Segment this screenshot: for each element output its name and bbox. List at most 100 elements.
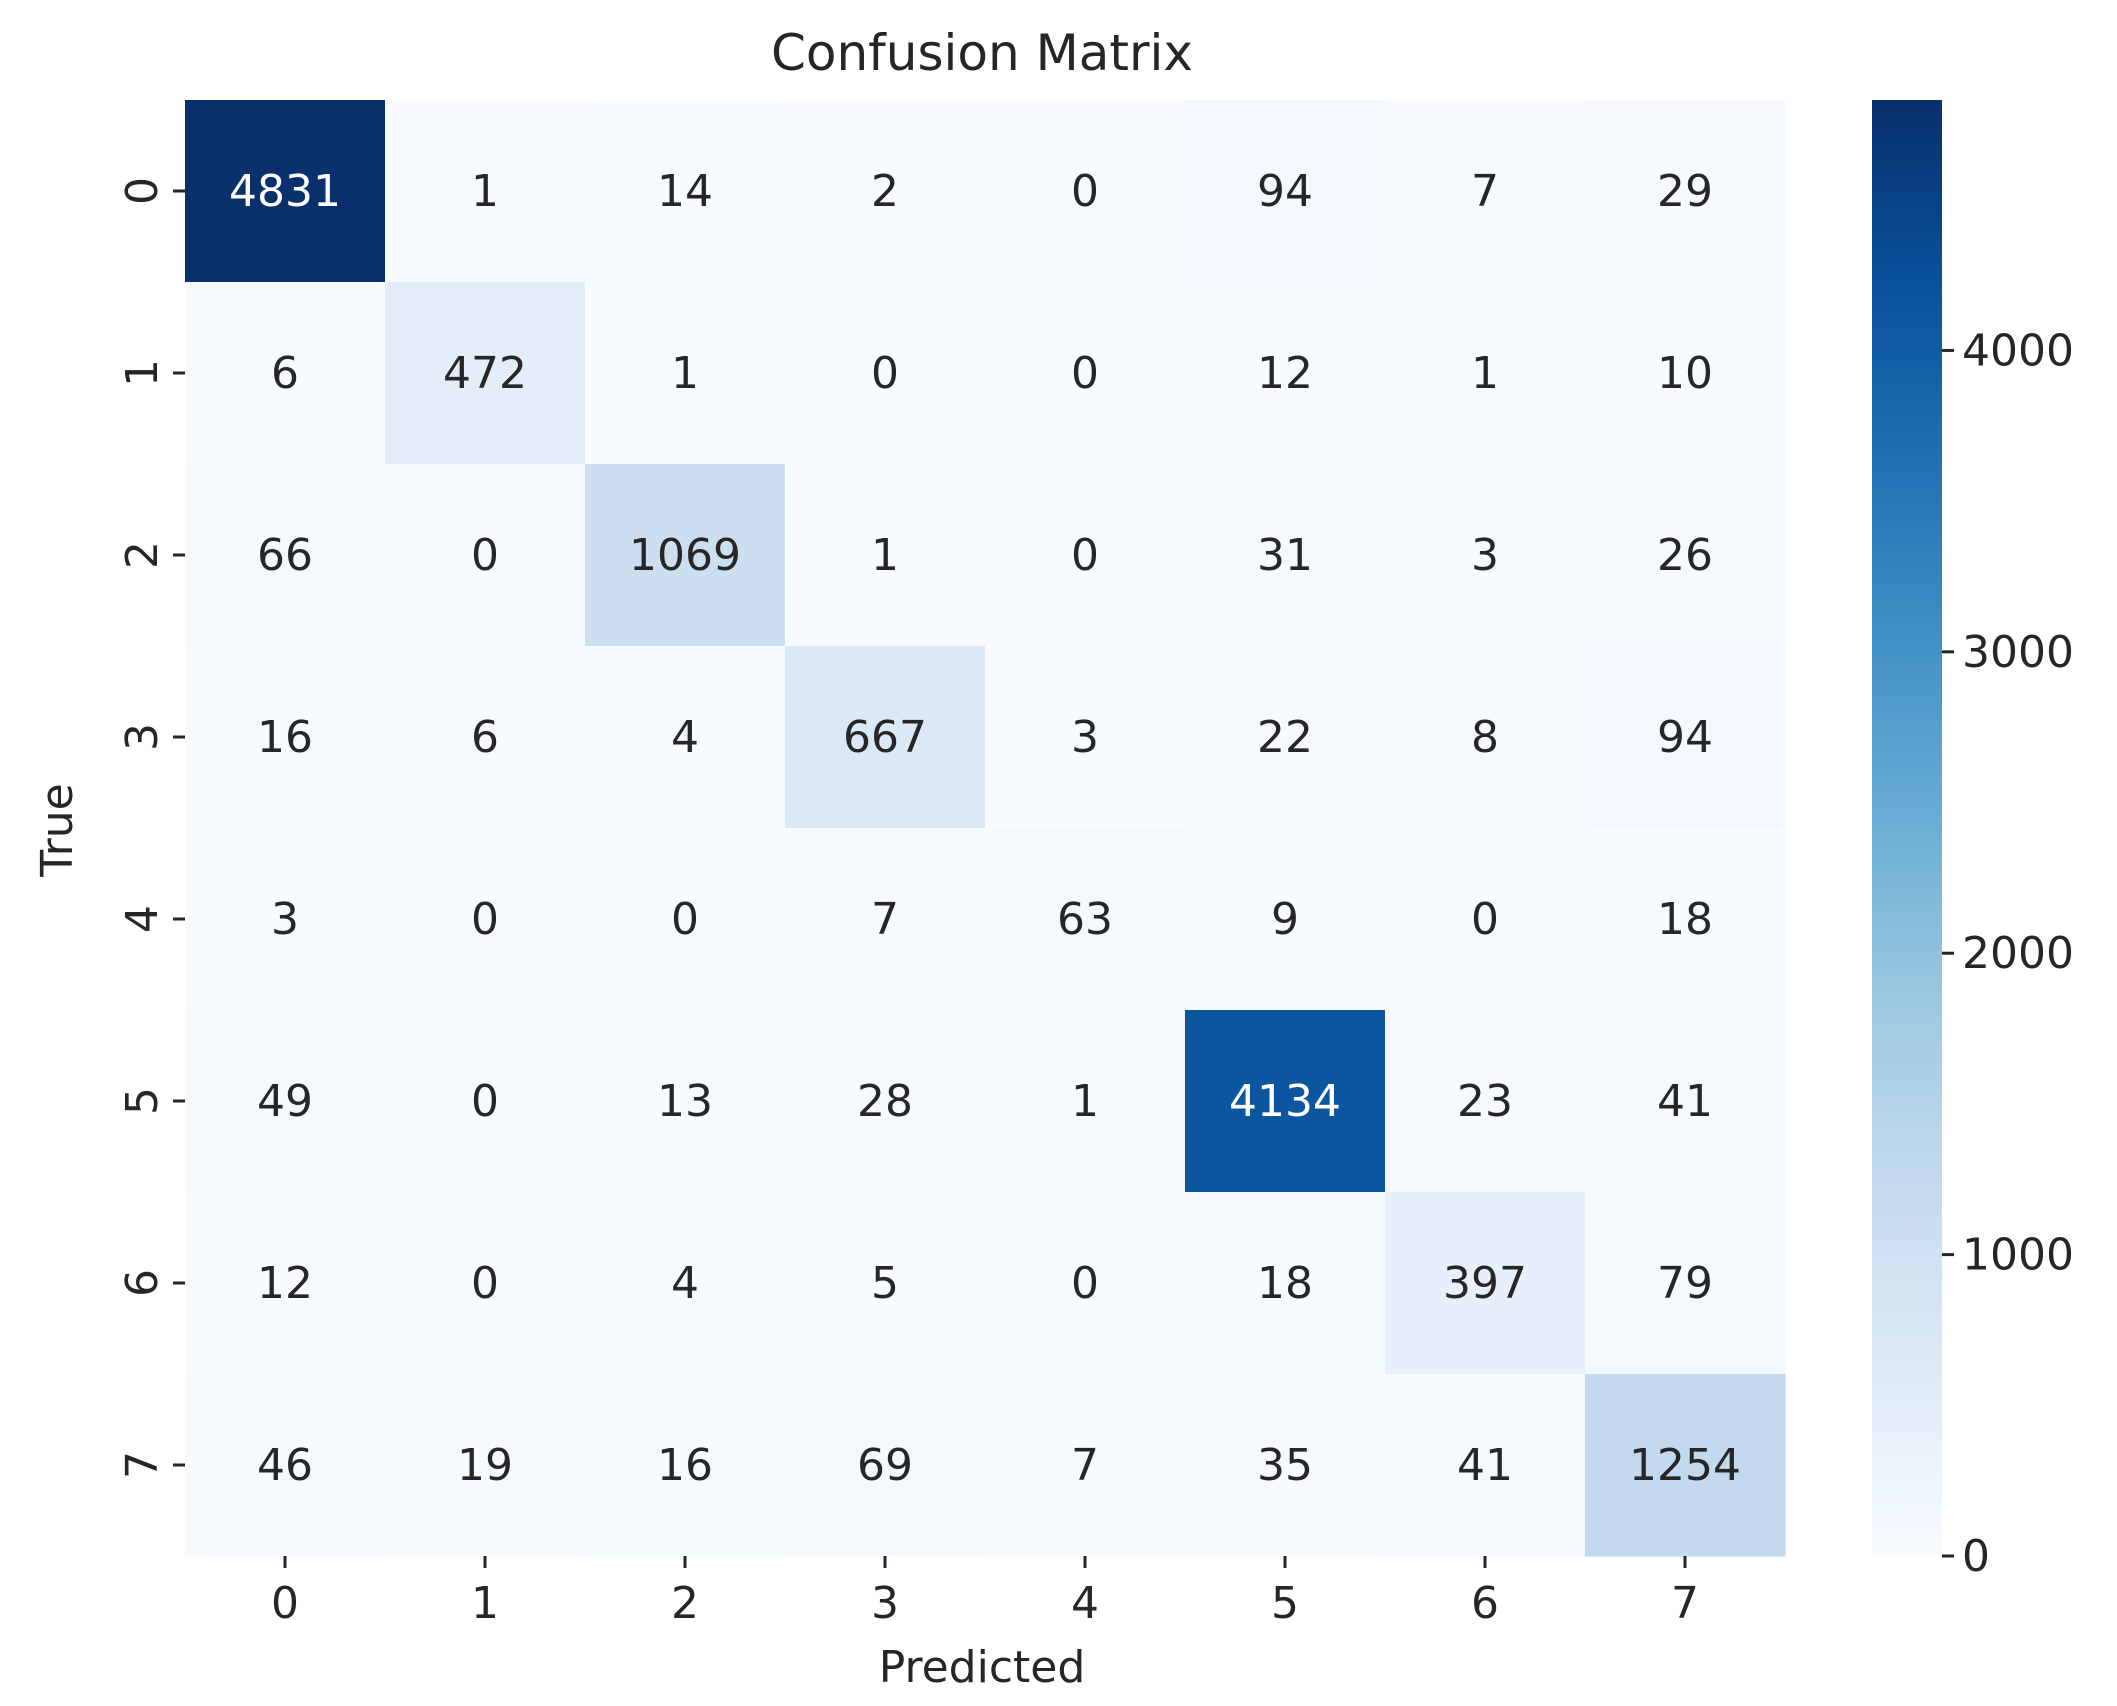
heatmap-cell (1385, 1192, 1586, 1375)
cell-value-label: 0 (471, 894, 499, 945)
cell-value-label: 13 (657, 1076, 713, 1127)
heatmap-cell (385, 646, 586, 829)
heatmap-cell (1585, 100, 1786, 283)
heatmap-cell (185, 828, 386, 1011)
cell-value-label: 1 (871, 530, 899, 581)
heatmap-cell (1585, 828, 1786, 1011)
cell-value-label: 0 (471, 1258, 499, 1309)
colorbar-tick-label: 0 (1962, 1531, 1990, 1582)
heatmap-cell (385, 464, 586, 647)
heatmap-cell (385, 1010, 586, 1193)
cell-value-label: 94 (1657, 712, 1713, 763)
heatmap-cell (785, 282, 986, 465)
cell-value-label: 3 (1071, 712, 1099, 763)
cell-value-label: 35 (1257, 1440, 1313, 1491)
heatmap-cell (1385, 828, 1586, 1011)
cell-value-label: 0 (1071, 1258, 1099, 1309)
heatmap-cell (1585, 282, 1786, 465)
cell-value-label: 397 (1443, 1258, 1527, 1309)
heatmap-cell (585, 828, 786, 1011)
cell-value-label: 66 (257, 530, 313, 581)
cell-value-label: 29 (1657, 166, 1713, 217)
x-tick-label: 4 (1071, 1578, 1099, 1629)
heatmap-cell (1185, 1010, 1386, 1193)
x-tick-label: 0 (271, 1578, 299, 1629)
cell-value-label: 6 (471, 712, 499, 763)
cell-value-label: 0 (1071, 348, 1099, 399)
heatmap-cell (1585, 464, 1786, 647)
cell-value-label: 4 (671, 1258, 699, 1309)
heatmap-cell (985, 1192, 1186, 1375)
cell-value-label: 79 (1657, 1258, 1713, 1309)
cell-value-label: 18 (1257, 1258, 1313, 1309)
x-tick-label: 3 (871, 1578, 899, 1629)
heatmap-cell (1185, 282, 1386, 465)
heatmap-cell (585, 1192, 786, 1375)
cell-value-label: 69 (857, 1440, 913, 1491)
colorbar-tick-label: 3000 (1962, 627, 2074, 678)
cell-value-label: 1 (1471, 348, 1499, 399)
heatmap-cell (985, 1010, 1186, 1193)
cell-value-label: 41 (1657, 1076, 1713, 1127)
heatmap-cell (585, 1374, 786, 1557)
cell-value-label: 46 (257, 1440, 313, 1491)
cell-value-label: 1 (471, 166, 499, 217)
y-axis-label: True (32, 783, 83, 877)
heatmap-cell (185, 1374, 386, 1557)
cell-value-label: 4134 (1229, 1076, 1341, 1127)
heatmap-cell (385, 1374, 586, 1557)
heatmap-cell (985, 100, 1186, 283)
cell-value-label: 3 (1471, 530, 1499, 581)
heatmap-cell (185, 1010, 386, 1193)
x-tick-label: 7 (1671, 1578, 1699, 1629)
cell-value-label: 10 (1657, 348, 1713, 399)
x-tick-label: 2 (671, 1578, 699, 1629)
cell-value-label: 0 (671, 894, 699, 945)
cell-value-label: 22 (1257, 712, 1313, 763)
cell-value-label: 6 (271, 348, 299, 399)
heatmap-cell (985, 282, 1186, 465)
heatmap-cell (785, 1010, 986, 1193)
cell-value-label: 1254 (1629, 1440, 1741, 1491)
heatmap-cell (785, 464, 986, 647)
heatmap-cell (585, 646, 786, 829)
cell-value-label: 16 (657, 1440, 713, 1491)
cell-value-label: 0 (1471, 894, 1499, 945)
cell-value-label: 0 (471, 1076, 499, 1127)
y-tick-label: 5 (117, 1087, 168, 1115)
heatmap-cell (1385, 1374, 1586, 1557)
heatmap-cell (185, 100, 386, 283)
cell-value-label: 4831 (229, 166, 341, 217)
x-tick-label: 5 (1271, 1578, 1299, 1629)
colorbar: 0 1000 2000 3000 4000 (1872, 100, 2074, 1582)
cell-value-label: 0 (1071, 166, 1099, 217)
heatmap-cell (185, 1192, 386, 1375)
cell-value-label: 63 (1057, 894, 1113, 945)
heatmap-cell (1385, 282, 1586, 465)
heatmap-cell (1385, 100, 1586, 283)
heatmap-cell (1185, 100, 1386, 283)
cell-value-label: 49 (257, 1076, 313, 1127)
heatmap-cell (1185, 646, 1386, 829)
heatmap-cell (1585, 1374, 1786, 1557)
heatmap-cell (585, 100, 786, 283)
heatmap-cell (1385, 464, 1586, 647)
heatmap-cell (985, 464, 1186, 647)
cell-value-label: 7 (1071, 1440, 1099, 1491)
heatmap-cell (385, 1192, 586, 1375)
cell-value-label: 23 (1457, 1076, 1513, 1127)
chart-title: Confusion Matrix (771, 24, 1193, 82)
heatmap-cell (785, 828, 986, 1011)
cell-value-label: 0 (471, 530, 499, 581)
cell-value-label: 3 (271, 894, 299, 945)
cell-value-label: 7 (871, 894, 899, 945)
cell-value-label: 472 (443, 348, 527, 399)
cell-value-label: 667 (843, 712, 927, 763)
cell-value-label: 8 (1471, 712, 1499, 763)
heatmap-cell (785, 100, 986, 283)
y-tick-label: 0 (117, 177, 168, 205)
x-axis-label: Predicted (879, 1642, 1086, 1693)
heatmap-cell (385, 100, 586, 283)
cell-value-label: 12 (1257, 348, 1313, 399)
heatmap-cell (1185, 1192, 1386, 1375)
